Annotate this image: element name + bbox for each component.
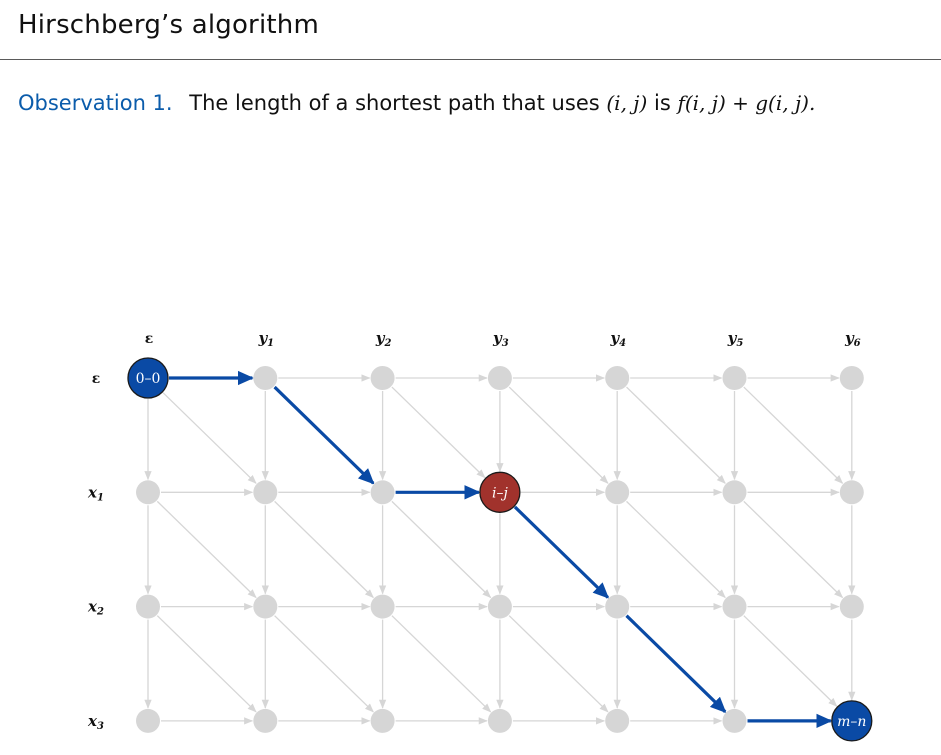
grid-edge-d-0-3 xyxy=(508,386,609,484)
grid-node-3-0 xyxy=(136,708,160,733)
observation-label: Observation 1. xyxy=(18,91,173,115)
grid-nodes: 0–0 i–j m–n xyxy=(127,357,873,742)
pair-expression: (i, j) xyxy=(606,91,648,115)
observation-statement: Observation 1. The length of a shortest … xyxy=(18,91,815,115)
grid-edge-d-1-1 xyxy=(274,500,374,599)
grid-node-1-6 xyxy=(839,480,864,505)
split-node: i–j xyxy=(479,471,521,513)
grid-node-2-3 xyxy=(487,594,512,619)
grid-edge-d-0-2 xyxy=(391,386,486,479)
grid-node-3-3 xyxy=(487,708,512,733)
grid-node-0-6 xyxy=(839,366,864,390)
axis-labels: ε y1 y2 y3 y4 y5 y6 ε x1 x2 x3 xyxy=(87,329,861,732)
grid-edge-d-0-4 xyxy=(626,386,726,484)
grid-edge-d-1-4 xyxy=(626,500,726,599)
path-edge-1 xyxy=(273,385,375,485)
observation-connector: is xyxy=(653,91,671,115)
end-node-label: m–n xyxy=(837,714,866,730)
grid-node-0-5 xyxy=(722,366,747,390)
grid-node-0-4 xyxy=(605,366,630,390)
grid-node-1-2 xyxy=(370,480,395,505)
grid-edge-d-0-5 xyxy=(743,386,844,484)
column-label-4: y4 xyxy=(609,329,626,349)
title-divider xyxy=(0,59,941,60)
column-label-1: y1 xyxy=(257,329,274,349)
grid-node-0-2 xyxy=(370,366,395,390)
grid-edge-d-2-2 xyxy=(391,615,492,713)
row-label-1: x1 xyxy=(87,483,104,503)
grid-node-0-1 xyxy=(253,366,278,390)
grid-node-1-5 xyxy=(722,480,747,505)
start-node-label: 0–0 xyxy=(136,371,161,387)
grid-node-3-4 xyxy=(605,708,630,733)
grid-node-2-4 xyxy=(605,594,630,619)
page-title: Hirschberg’s algorithm xyxy=(18,10,319,40)
grid-node-1-0 xyxy=(136,480,160,505)
grid-edge-d-2-3 xyxy=(508,615,609,713)
grid-node-2-5 xyxy=(722,594,747,619)
grid-edge-d-1-5 xyxy=(743,500,844,599)
column-label-5: y5 xyxy=(727,329,744,349)
column-label-2: y2 xyxy=(375,329,392,349)
grid-edge-d-1-2 xyxy=(391,500,492,599)
formula-expression: f(i, j) + g(i, j). xyxy=(677,91,816,115)
column-label-6: y6 xyxy=(844,329,861,349)
shortest-path xyxy=(169,370,833,729)
grid-node-1-4 xyxy=(605,480,630,505)
grid-node-2-6 xyxy=(839,594,864,619)
start-node: 0–0 xyxy=(127,357,169,399)
end-node: m–n xyxy=(831,700,873,742)
grid-edge-d-2-0 xyxy=(156,615,257,713)
grid-edge-d-1-0 xyxy=(156,500,257,599)
grid-edge-d-2-1 xyxy=(274,615,374,713)
column-label-3: y3 xyxy=(492,329,509,349)
column-label-0: ε xyxy=(145,331,154,347)
row-label-0: ε xyxy=(92,371,101,387)
grid-edge-d-2-5 xyxy=(743,615,838,707)
grid-node-2-0 xyxy=(136,594,160,619)
grid-node-1-1 xyxy=(253,480,278,505)
grid-node-3-5 xyxy=(722,708,747,733)
path-edge-3 xyxy=(513,505,610,599)
grid-edge-d-0-0 xyxy=(162,392,257,484)
grid-node-0-3 xyxy=(487,366,512,390)
grid-node-2-2 xyxy=(370,594,395,619)
path-edge-4 xyxy=(625,614,727,713)
observation-text: The length of a shortest path that uses xyxy=(189,91,600,115)
grid-node-3-2 xyxy=(370,708,395,733)
split-node-label: i–j xyxy=(492,485,508,501)
row-label-2: x2 xyxy=(87,598,104,618)
grid-node-3-1 xyxy=(253,708,278,733)
row-label-3: x3 xyxy=(87,712,104,732)
grid-node-2-1 xyxy=(253,594,278,619)
grid-edges xyxy=(144,374,856,725)
